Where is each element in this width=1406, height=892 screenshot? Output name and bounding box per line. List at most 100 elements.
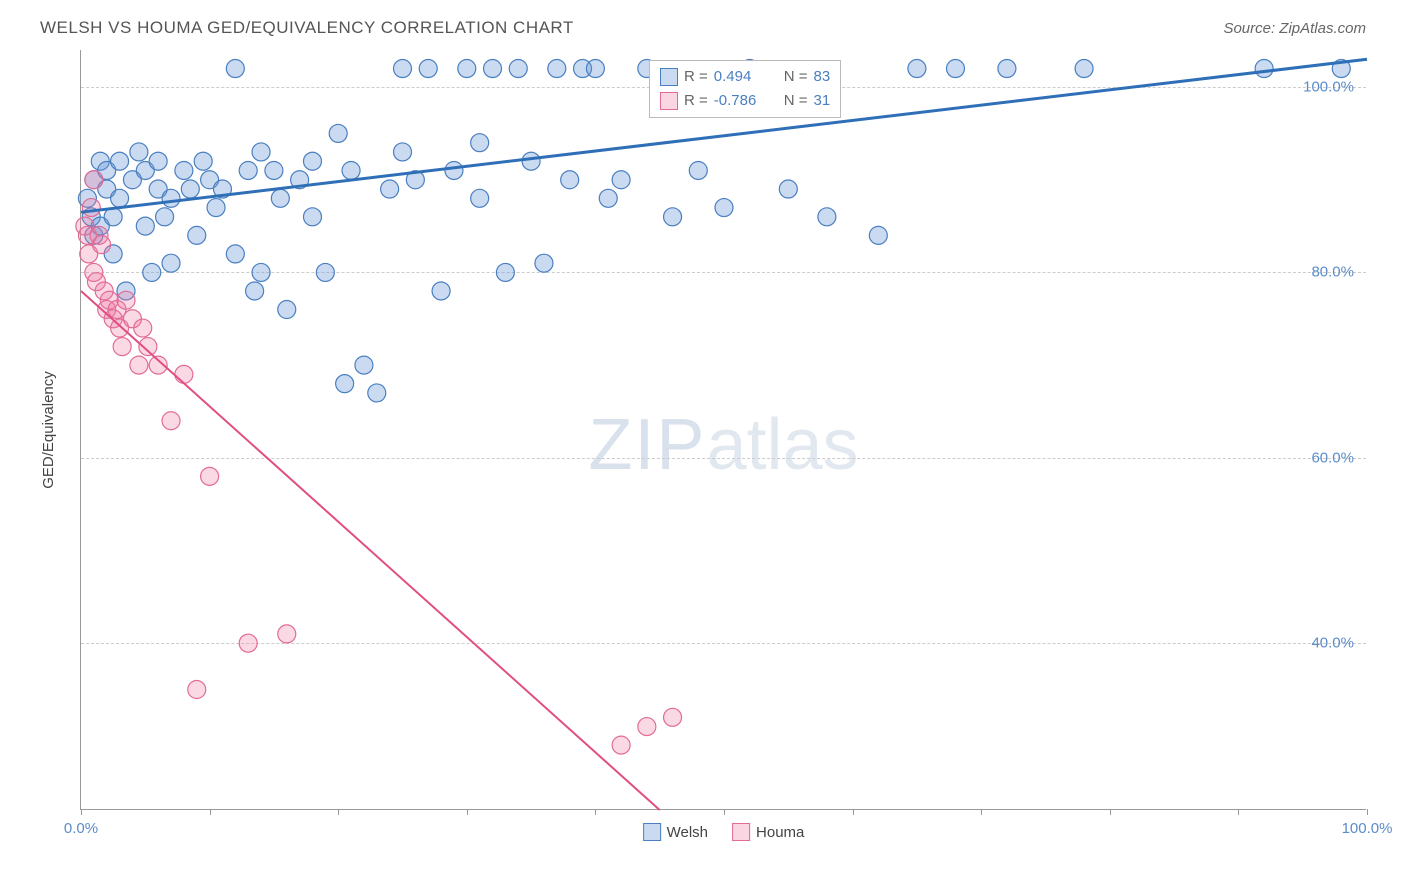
data-point: [394, 60, 412, 78]
data-point: [336, 375, 354, 393]
chart-plot-area: ZIPatlas 40.0%60.0%80.0%100.0% 0.0%100.0…: [80, 50, 1366, 810]
data-point: [188, 681, 206, 699]
legend-swatch: [660, 92, 678, 110]
data-point: [548, 60, 566, 78]
data-point: [316, 263, 334, 281]
legend-label: Houma: [756, 824, 804, 841]
legend-row: R = -0.786N = 31: [660, 89, 830, 113]
data-point: [271, 189, 289, 207]
x-tick: [210, 809, 211, 815]
data-point: [82, 199, 100, 217]
source-label: Source: ZipAtlas.com: [1223, 20, 1366, 37]
data-point: [779, 180, 797, 198]
data-point: [869, 226, 887, 244]
data-point: [689, 161, 707, 179]
data-point: [156, 208, 174, 226]
data-point: [117, 291, 135, 309]
legend-swatch: [732, 823, 750, 841]
data-point: [509, 60, 527, 78]
data-point: [143, 263, 161, 281]
data-point: [303, 208, 321, 226]
legend-swatch: [643, 823, 661, 841]
data-point: [664, 708, 682, 726]
data-point: [175, 161, 193, 179]
data-point: [278, 301, 296, 319]
data-point: [181, 180, 199, 198]
data-point: [162, 189, 180, 207]
data-point: [561, 171, 579, 189]
data-point: [252, 143, 270, 161]
data-point: [329, 124, 347, 142]
data-point: [599, 189, 617, 207]
x-tick: [81, 809, 82, 815]
data-point: [612, 736, 630, 754]
data-point: [111, 152, 129, 170]
x-tick: [1367, 809, 1368, 815]
legend-row: R = 0.494N = 83: [660, 65, 830, 89]
data-point: [484, 60, 502, 78]
data-point: [252, 263, 270, 281]
chart-header: WELSH VS HOUMA GED/EQUIVALENCY CORRELATI…: [40, 18, 1366, 38]
data-point: [194, 152, 212, 170]
data-point: [394, 143, 412, 161]
x-tick: [981, 809, 982, 815]
x-tick-label: 0.0%: [64, 820, 98, 837]
legend-swatch: [660, 68, 678, 86]
x-tick: [1238, 809, 1239, 815]
data-point: [303, 152, 321, 170]
data-point: [522, 152, 540, 170]
legend-item: Welsh: [643, 823, 708, 841]
data-point: [85, 171, 103, 189]
x-tick: [467, 809, 468, 815]
data-point: [162, 254, 180, 272]
data-point: [246, 282, 264, 300]
data-point: [130, 356, 148, 374]
x-tick: [338, 809, 339, 815]
data-point: [201, 467, 219, 485]
x-tick: [724, 809, 725, 815]
data-point: [1075, 60, 1093, 78]
data-point: [265, 161, 283, 179]
data-point: [239, 634, 257, 652]
data-point: [162, 412, 180, 430]
data-point: [1255, 60, 1273, 78]
legend-label: Welsh: [667, 824, 708, 841]
x-tick: [853, 809, 854, 815]
data-point: [134, 319, 152, 337]
data-point: [818, 208, 836, 226]
x-tick: [1110, 809, 1111, 815]
data-point: [381, 180, 399, 198]
data-point: [535, 254, 553, 272]
data-point: [946, 60, 964, 78]
data-point: [458, 60, 476, 78]
data-point: [149, 152, 167, 170]
data-point: [188, 226, 206, 244]
scatter-svg: [81, 50, 1366, 809]
data-point: [496, 263, 514, 281]
legend-item: Houma: [732, 823, 804, 841]
data-point: [419, 60, 437, 78]
data-point: [278, 625, 296, 643]
data-point: [130, 143, 148, 161]
data-point: [715, 199, 733, 217]
y-axis-label: GED/Equivalency: [40, 371, 57, 489]
data-point: [239, 161, 257, 179]
data-point: [207, 199, 225, 217]
data-point: [175, 365, 193, 383]
data-point: [612, 171, 630, 189]
series-legend: Welsh Houma: [643, 823, 805, 841]
data-point: [908, 60, 926, 78]
data-point: [111, 189, 129, 207]
data-point: [226, 245, 244, 263]
correlation-legend: R = 0.494N = 83R = -0.786N = 31: [649, 60, 841, 118]
data-point: [586, 60, 604, 78]
data-point: [355, 356, 373, 374]
data-point: [998, 60, 1016, 78]
data-point: [136, 217, 154, 235]
data-point: [664, 208, 682, 226]
data-point: [471, 134, 489, 152]
x-tick-label: 100.0%: [1342, 820, 1393, 837]
data-point: [432, 282, 450, 300]
x-tick: [595, 809, 596, 815]
data-point: [445, 161, 463, 179]
